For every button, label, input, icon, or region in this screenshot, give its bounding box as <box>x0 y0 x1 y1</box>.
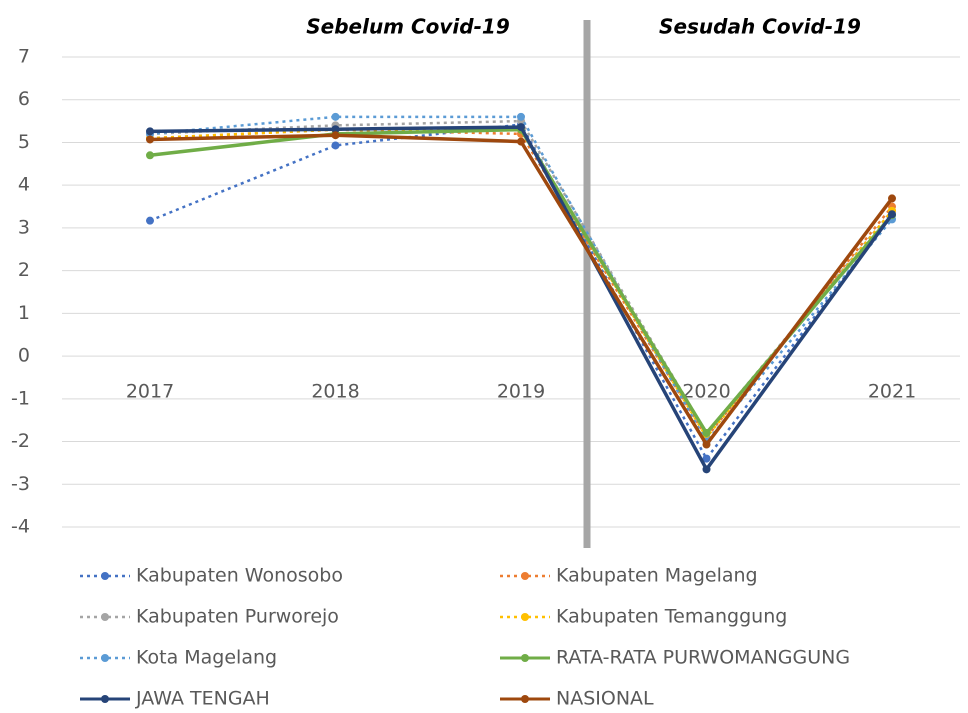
data-point <box>146 151 154 160</box>
x-tick-label: 2018 <box>311 381 359 403</box>
data-point <box>517 112 525 121</box>
y-tick-label: -2 <box>11 430 30 452</box>
data-point <box>146 216 154 225</box>
y-tick-label: 3 <box>18 216 30 238</box>
data-point <box>517 123 525 132</box>
data-point <box>331 112 340 121</box>
y-tick-label: 7 <box>18 46 30 68</box>
data-point <box>146 127 154 136</box>
legend-marker <box>101 695 109 703</box>
data-point <box>517 137 525 146</box>
legend-label: Kota Magelang <box>136 647 277 669</box>
legend-marker <box>101 613 109 621</box>
y-tick-label: 6 <box>18 88 30 110</box>
legend-marker <box>101 572 109 580</box>
data-point <box>888 194 896 203</box>
legend-marker <box>101 654 109 662</box>
annotation: Sebelum Covid-19 <box>306 15 510 39</box>
y-tick-label: 5 <box>18 131 30 153</box>
x-tick-label: 2017 <box>126 381 174 403</box>
series-line <box>149 125 894 473</box>
data-point <box>146 135 154 144</box>
y-tick-label: 0 <box>18 345 30 367</box>
legend-label: Kabupaten Purworejo <box>136 606 339 628</box>
data-point <box>331 131 340 140</box>
y-tick-label: 4 <box>18 174 30 196</box>
data-point <box>702 465 711 474</box>
legend-label: Kabupaten Temanggung <box>556 606 787 628</box>
data-point <box>331 141 340 150</box>
data-point <box>888 210 896 219</box>
x-tick-label: 2020 <box>682 381 730 403</box>
series-line <box>149 123 893 461</box>
x-tick-label: 2019 <box>497 381 545 403</box>
y-tick-label: -4 <box>11 516 30 538</box>
legend-label: RATA-RATA PURWOMANGGUNG <box>556 647 850 669</box>
x-tick-label: 2021 <box>868 381 916 403</box>
data-point <box>702 454 711 463</box>
y-tick-label: -3 <box>11 473 30 495</box>
legend-label: Kabupaten Magelang <box>556 565 758 587</box>
data-point <box>331 125 340 134</box>
legend-marker <box>521 654 529 662</box>
legend-marker <box>521 613 529 621</box>
data-point <box>702 440 711 449</box>
y-tick-label: 1 <box>18 302 30 324</box>
y-tick-label: -1 <box>11 387 30 409</box>
legend-marker <box>521 695 529 703</box>
y-tick-label: 2 <box>18 259 30 281</box>
legend-label: Kabupaten Wonosobo <box>136 565 343 587</box>
legend-marker <box>521 572 529 580</box>
legend-label: NASIONAL <box>556 688 654 710</box>
legend-label: JAWA TENGAH <box>135 688 270 710</box>
data-point <box>702 429 711 437</box>
annotation: Sesudah Covid-19 <box>659 15 861 39</box>
